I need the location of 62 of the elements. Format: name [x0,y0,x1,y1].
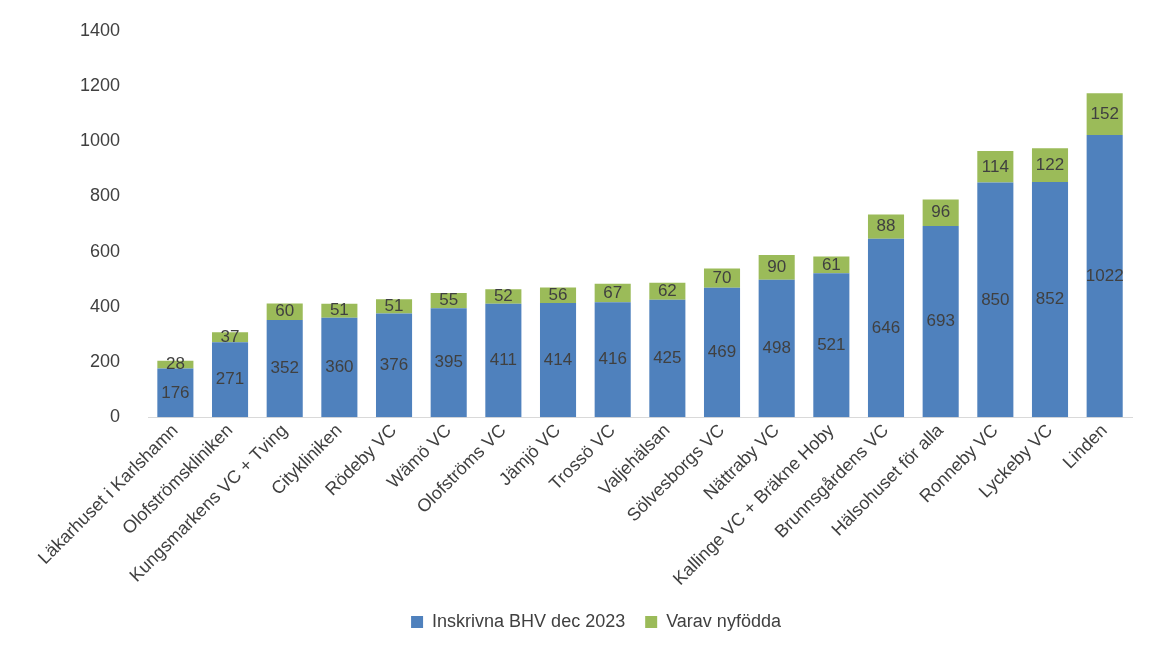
data-label: 96 [931,202,951,222]
y-tick-label: 1400 [80,19,121,40]
bar [1086,135,1123,418]
y-tick-label: 200 [90,350,121,371]
data-label: 70 [712,267,732,287]
data-label: 352 [270,358,299,378]
legend-label: Varav nyfödda [666,610,782,631]
data-label: 469 [707,342,737,362]
data-label: 152 [1090,103,1119,123]
data-label: 498 [762,338,791,358]
data-label: 376 [379,354,409,374]
y-tick-label: 600 [90,240,121,261]
data-label: 114 [981,156,1009,176]
bar [321,317,358,418]
bar [649,299,686,418]
data-label: 646 [871,317,901,337]
y-tick-label: 800 [90,185,121,206]
bar [922,225,959,418]
bar [430,308,467,418]
bar [1031,182,1069,418]
data-label: 51 [384,296,404,316]
data-label: 1022 [1085,265,1124,285]
bar [375,313,413,418]
y-tick-label: 400 [90,295,121,316]
data-label: 425 [653,348,682,368]
data-label: 360 [325,357,354,377]
data-label: 67 [603,282,623,302]
legend-label: Inskrivna BHV dec 2023 [432,610,626,631]
bar [594,302,631,418]
data-label: 852 [1035,289,1065,309]
bar [703,287,741,418]
data-label: 395 [434,352,463,372]
data-label: 52 [493,286,513,306]
data-label: 414 [543,349,573,369]
y-tick-label: 1200 [80,74,121,95]
bar [485,303,522,418]
data-label: 90 [767,256,787,276]
bar [212,342,249,418]
bar [813,273,850,418]
bar [758,279,795,418]
data-label: 37 [220,326,240,346]
y-tick-label: 1000 [80,130,121,151]
data-label: 60 [275,301,295,321]
bar [867,238,905,418]
bar [539,302,577,418]
data-label: 176 [161,382,190,402]
data-label: 56 [548,284,568,304]
data-label: 850 [981,289,1010,309]
data-label: 693 [926,311,955,331]
data-label: 411 [489,350,517,370]
data-label: 271 [215,369,245,389]
bar [266,320,303,418]
data-label: 55 [439,290,459,310]
data-label: 62 [657,280,677,300]
data-label: 88 [876,216,896,236]
data-label: 122 [1035,154,1065,174]
data-label: 521 [817,334,846,354]
data-label: 61 [821,254,841,274]
data-label: 51 [329,300,349,320]
bar [977,182,1014,418]
data-label: 416 [598,349,627,369]
y-tick-label: 0 [110,406,121,427]
